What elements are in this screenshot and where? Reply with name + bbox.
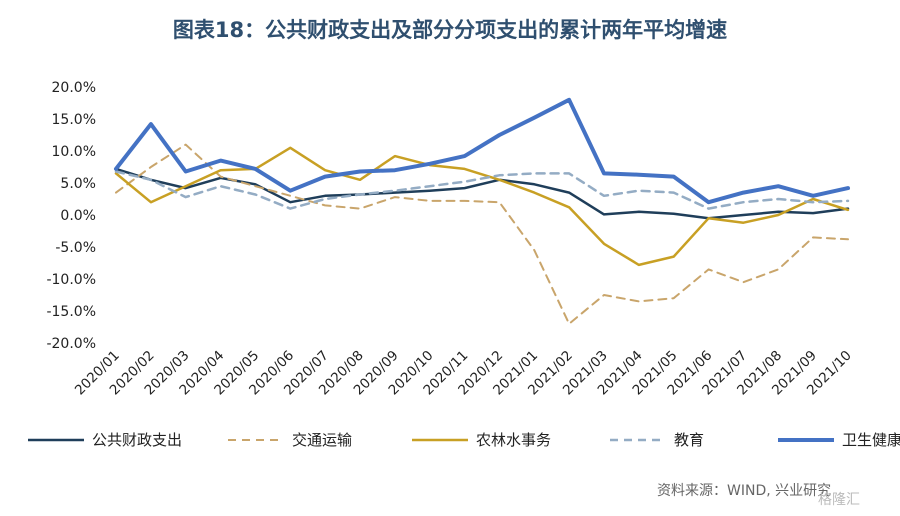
source-note: 资料来源：WIND, 兴业研究 — [657, 483, 832, 499]
series-line — [115, 143, 849, 325]
y-tick-label: 10.0% — [52, 144, 96, 160]
y-tick-label: 5.0% — [60, 176, 96, 192]
y-tick-label: -15.0% — [46, 304, 96, 320]
series-line — [114, 170, 850, 210]
y-tick-label: -5.0% — [55, 240, 96, 256]
legend-label: 教育 — [674, 431, 704, 449]
legend-label: 卫生健康 — [842, 431, 900, 449]
series-line — [114, 146, 850, 267]
series-line — [114, 97, 850, 205]
y-tick-label: -20.0% — [46, 336, 96, 352]
x-axis-labels: 2020/012020/022020/032020/042020/052020/… — [72, 348, 855, 399]
legend-label: 农林水事务 — [476, 431, 551, 449]
legend: 公共财政支出 交通运输 农林水事务 教育 卫生健康 — [28, 431, 900, 449]
y-tick-label: 0.0% — [60, 208, 96, 224]
y-tick-label: 15.0% — [52, 112, 96, 128]
chart-title: 图表18：公共财政支出及部分分项支出的累计两年平均增速 — [172, 18, 728, 42]
y-tick-label: -10.0% — [46, 272, 96, 288]
y-tick-label: 20.0% — [52, 80, 96, 96]
y-axis-ticks: 20.0% 15.0% 10.0% 5.0% 0.0% -5.0% -10.0% -15.0%… — [46, 80, 96, 352]
watermark: 格隆汇 — [818, 492, 860, 508]
legend-label: 交通运输 — [292, 431, 352, 449]
series-line — [114, 167, 850, 220]
series-lines — [114, 97, 850, 325]
legend-label: 公共财政支出 — [92, 431, 182, 449]
